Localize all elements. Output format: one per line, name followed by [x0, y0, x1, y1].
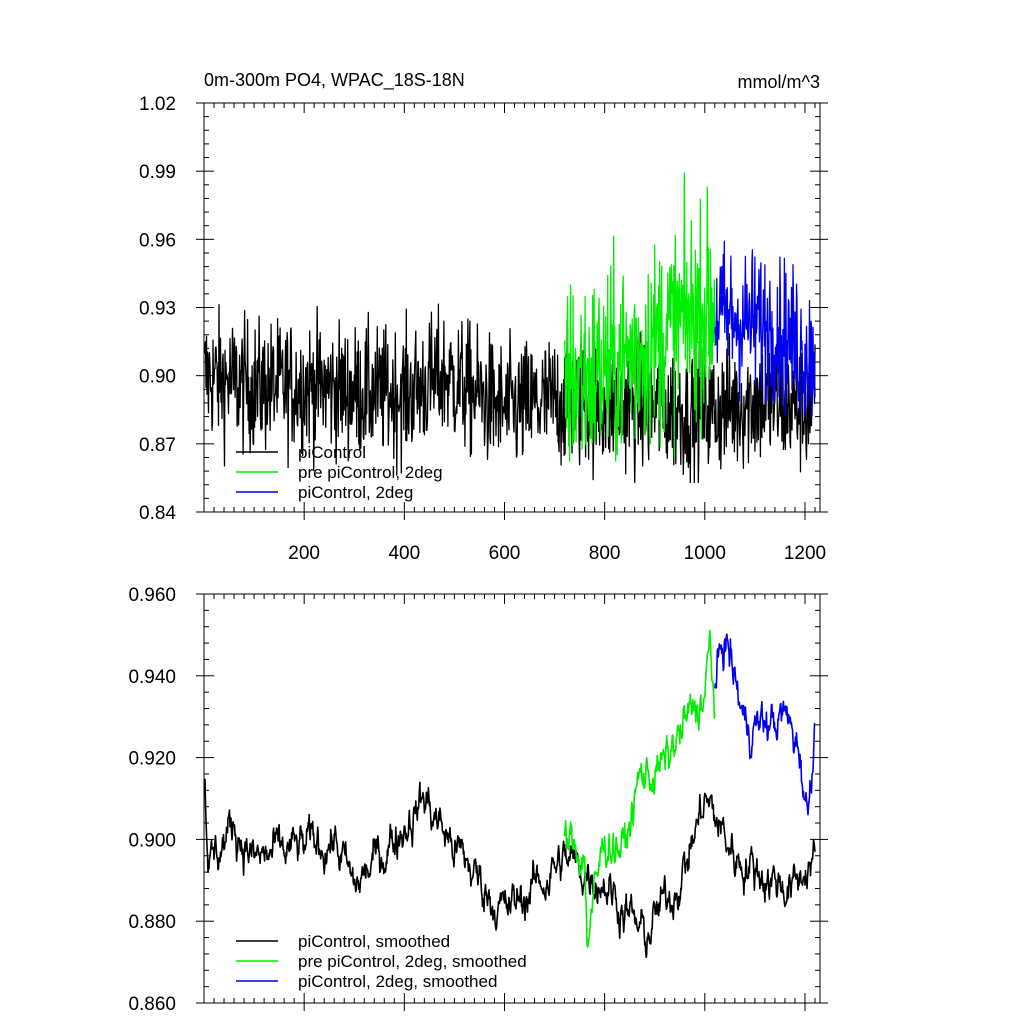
y-tick-label: 0.90 — [139, 367, 176, 388]
y-tick-label: 0.860 — [128, 994, 176, 1015]
y-tick-label: 0.920 — [128, 749, 176, 770]
legend-label: pre piControl, 2deg, smoothed — [298, 952, 527, 971]
x-axis-labels: 200 400 600 800 1000 1200 — [288, 543, 826, 564]
series-line-0 — [204, 303, 816, 484]
series-line-2 — [714, 633, 816, 816]
y-tick-label: 0.99 — [139, 162, 176, 183]
y-axis-labels: 0.84 0.87 0.90 0.93 0.96 0.99 1.02 — [139, 94, 176, 524]
axis-ticks — [196, 102, 828, 520]
y-axis-labels: 0.860 0.880 0.900 0.920 0.940 0.960 — [128, 585, 176, 1015]
series-line-2 — [714, 240, 816, 418]
y-tick-label: 0.87 — [139, 435, 176, 456]
series-line-0 — [204, 778, 816, 958]
y-tick-label: 1.02 — [139, 94, 176, 115]
legend-label: piControl, 2deg — [298, 483, 413, 502]
plot-area — [204, 172, 816, 484]
x-tick-label: 1200 — [784, 543, 826, 564]
x-tick-label: 800 — [589, 543, 621, 564]
x-tick-label: 1000 — [684, 543, 726, 564]
y-tick-label: 0.93 — [139, 299, 176, 320]
x-tick-label: 600 — [489, 543, 521, 564]
y-tick-label: 0.96 — [139, 230, 176, 251]
panel-raw-timeseries: 0m-300m PO4, WPAC_18S-18N mmol/m^3 0.840… — [139, 70, 828, 564]
units-label: mmol/m^3 — [738, 72, 820, 92]
legend-label: pre piControl, 2deg — [298, 463, 443, 482]
chart-title: 0m-300m PO4, WPAC_18S-18N — [204, 70, 465, 91]
y-tick-label: 0.960 — [128, 585, 176, 606]
y-tick-label: 0.900 — [128, 830, 176, 851]
panel-smoothed-timeseries: 0.860 0.880 0.900 0.920 0.940 0.960 piControl… — [128, 585, 828, 1015]
legend-label: piControl, smoothed — [298, 932, 450, 951]
plot-area — [204, 629, 816, 958]
y-tick-label: 0.880 — [128, 912, 176, 933]
legend-label: piControl — [298, 443, 366, 462]
series-line-1 — [563, 172, 716, 462]
series-line-1 — [563, 629, 716, 948]
plot-frame — [203, 593, 821, 1004]
x-tick-label: 400 — [388, 543, 420, 564]
y-tick-label: 0.940 — [128, 667, 176, 688]
x-tick-label: 200 — [288, 543, 320, 564]
axis-ticks — [196, 593, 828, 1011]
legend-label: piControl, 2deg, smoothed — [298, 972, 497, 991]
y-tick-label: 0.84 — [139, 503, 176, 524]
